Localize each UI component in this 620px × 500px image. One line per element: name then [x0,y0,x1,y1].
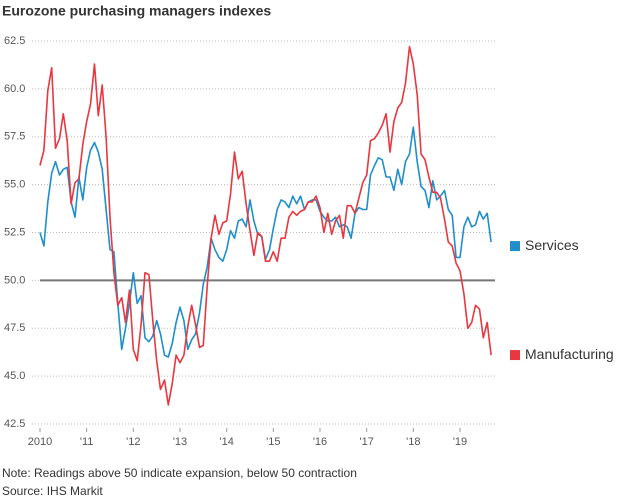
source: Source: IHS Markit [2,484,103,498]
legend-label: Services [525,237,579,253]
x-tick-label: '13 [173,436,187,448]
legend-label: Manufacturing [525,346,614,362]
y-tick-label: 45.0 [4,370,25,382]
legend-swatch [510,241,520,252]
x-tick-label: '11 [80,436,94,448]
x-tick-label: '14 [219,436,233,448]
x-tick-label: '15 [266,436,280,448]
y-tick-label: 60.0 [4,83,25,95]
series-line [39,45,492,406]
x-tick-label: '19 [453,436,467,448]
x-tick-label: 2010 [28,436,52,448]
x-tick-label: '17 [359,436,373,448]
x-tick-label: '18 [406,436,420,448]
chart-title: Eurozone purchasing managers indexes [2,3,271,19]
y-tick-label: 57.5 [4,131,25,143]
y-tick-label: 52.5 [4,226,25,238]
y-tick-label: 42.5 [4,418,25,430]
y-tick-label: 55.0 [4,179,25,191]
y-tick-label: 62.5 [4,35,25,47]
x-tick-label: '16 [313,436,327,448]
legend-swatch [510,350,520,361]
y-tick-label: 47.5 [4,322,25,334]
x-tick-label: '12 [126,436,140,448]
y-tick-label: 50.0 [4,274,25,286]
note: Note: Readings above 50 indicate expansi… [2,466,357,480]
